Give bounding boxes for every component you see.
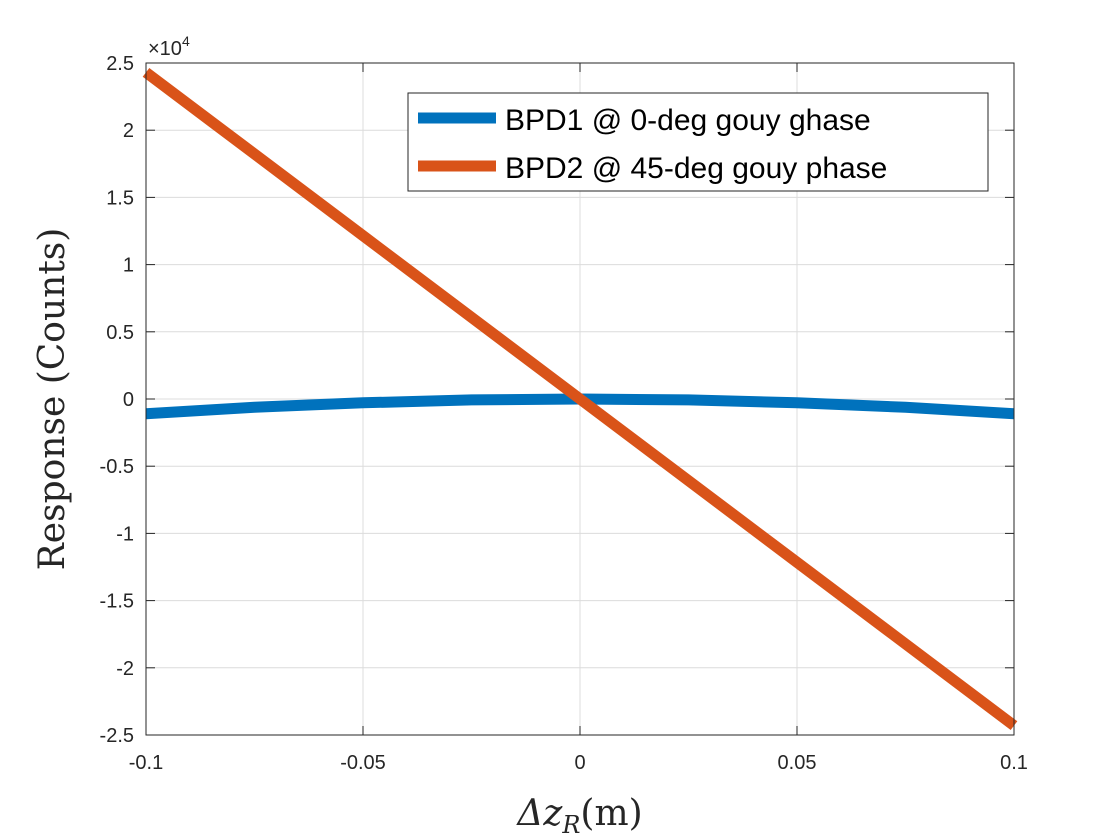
y-exponent-base: ×10 (148, 38, 182, 60)
tick-labels: -0.1 -0.05 0 0.05 0.1 2.5 2 1.5 1 0.5 0 -0.5 -1 -1.5 -… (100, 53, 1028, 774)
x-axis-label: ΔzR(m) (515, 793, 642, 839)
legend: BPD1 @ 0-deg gouy ghase BPD2 @ 45-deg go… (407, 92, 989, 192)
legend-label-bpd2: BPD2 @ 45-deg gouy phase (505, 152, 887, 185)
series-line-bpd2 (142, 68, 1018, 730)
y-tick-label: 1 (123, 255, 134, 277)
x-tick-label: 0 (574, 752, 585, 774)
y-tick-label: 0.5 (106, 322, 134, 344)
y-tick-label: 2.5 (106, 53, 134, 75)
y-tick-label: -1.5 (100, 591, 134, 613)
y-tick-label: -2.5 (100, 725, 134, 747)
y-tick-label: 2 (123, 120, 134, 142)
x-tick-label: -0.05 (340, 752, 386, 774)
y-tick-label: -1 (116, 523, 134, 545)
y-tick-label: 0 (123, 389, 134, 411)
y-tick-label: -2 (116, 658, 134, 680)
x-tick-label: 0.1 (1000, 752, 1028, 774)
x-axis-label-main: Δz (515, 793, 563, 834)
legend-label-bpd1: BPD1 @ 0-deg gouy ghase (505, 104, 871, 137)
y-tick-label: -0.5 (100, 456, 134, 478)
x-axis-label-unit: (m) (580, 793, 642, 834)
x-tick-label: 0.05 (778, 752, 817, 774)
series-layer (142, 68, 1018, 730)
x-tick-label: -0.1 (129, 752, 163, 774)
legend-box (407, 92, 989, 192)
ticks (145, 62, 1015, 736)
y-axis-label: Response (Counts) (32, 228, 73, 571)
x-axis-label-sub: R (561, 811, 580, 839)
y-exponent-power: 4 (182, 33, 190, 49)
y-exponent: ×104 (148, 33, 190, 60)
y-tick-label: 1.5 (106, 187, 134, 209)
